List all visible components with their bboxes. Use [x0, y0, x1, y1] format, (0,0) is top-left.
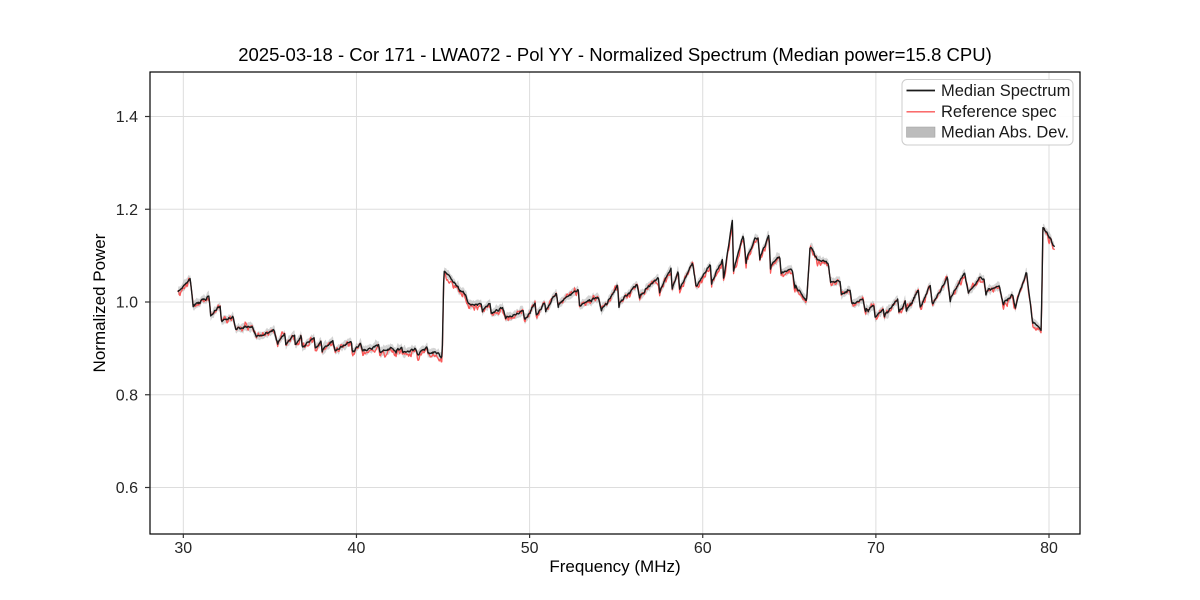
svg-text:70: 70: [867, 540, 885, 557]
svg-text:Median Abs. Dev.: Median Abs. Dev.: [941, 124, 1069, 142]
svg-text:60: 60: [694, 540, 712, 557]
svg-text:0.8: 0.8: [116, 387, 138, 404]
svg-text:0.6: 0.6: [116, 480, 138, 497]
svg-text:Median Spectrum: Median Spectrum: [941, 82, 1070, 100]
svg-text:1.2: 1.2: [116, 202, 138, 219]
svg-text:Reference spec: Reference spec: [941, 103, 1057, 121]
svg-text:Frequency (MHz): Frequency (MHz): [549, 557, 680, 576]
svg-text:40: 40: [348, 540, 366, 557]
svg-text:2025-03-18 - Cor 171 - LWA072: 2025-03-18 - Cor 171 - LWA072 - Pol YY -…: [238, 44, 992, 65]
svg-text:1.4: 1.4: [116, 109, 138, 126]
svg-text:1.0: 1.0: [116, 295, 138, 312]
svg-text:80: 80: [1040, 540, 1058, 557]
svg-text:50: 50: [521, 540, 539, 557]
svg-text:Normalized Power: Normalized Power: [90, 233, 109, 372]
svg-text:30: 30: [174, 540, 192, 557]
